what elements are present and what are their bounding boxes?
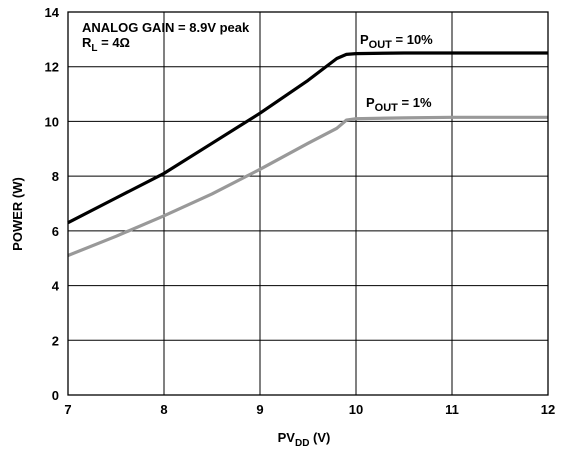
x-tick-label: 12 [541, 402, 555, 417]
x-tick-label: 11 [445, 402, 459, 417]
load-annotation-sub: L [91, 43, 97, 54]
series-label-pout-10-suffix: = 10% [392, 32, 433, 47]
series-line-pout-10 [67, 51, 548, 225]
y-tick-label: 14 [45, 5, 60, 20]
load-annotation-suffix: = 4Ω [98, 35, 130, 50]
load-annotation: RL = 4Ω [82, 35, 130, 54]
y-tick-label: 6 [52, 224, 59, 239]
y-tick-label: 2 [52, 333, 59, 348]
x-tick-label: 7 [64, 402, 71, 417]
load-annotation-main: R [82, 35, 92, 50]
analog-gain-annotation: ANALOG GAIN = 8.9V peak [82, 20, 250, 35]
tick-labels: 7 8 9 10 11 12 0 2 4 6 8 10 12 14 [45, 5, 556, 417]
series-label-pout-10-sub: OUT [369, 39, 393, 51]
y-tick-label: 0 [52, 388, 59, 403]
y-tick-label: 8 [52, 169, 59, 184]
series-label-pout-1-sub: OUT [375, 102, 399, 114]
plot-area-frame [67, 11, 549, 396]
series-label-pout-1-main: P [366, 95, 375, 110]
grid-lines [68, 12, 548, 395]
x-tick-label: 9 [256, 402, 263, 417]
x-axis-label: PVDD (V) [278, 430, 331, 449]
series-label-pout-1: POUT = 1% [366, 95, 432, 114]
x-axis-label-suffix: (V) [309, 430, 330, 445]
series-line-pout-1 [67, 115, 548, 257]
series-label-pout-10: POUT = 10% [360, 32, 433, 51]
y-tick-label: 12 [45, 60, 59, 75]
x-tick-label: 8 [160, 402, 167, 417]
series-label-pout-10-main: P [360, 32, 369, 47]
x-tick-label: 10 [349, 402, 363, 417]
x-axis-label-sub: DD [295, 438, 309, 449]
series-label-pout-1-suffix: = 1% [398, 95, 432, 110]
series-lines [67, 51, 548, 257]
y-tick-label: 10 [45, 114, 59, 129]
y-tick-label: 4 [52, 279, 60, 294]
x-axis-label-main: PV [278, 430, 296, 445]
y-axis-label: POWER (W) [10, 177, 25, 251]
